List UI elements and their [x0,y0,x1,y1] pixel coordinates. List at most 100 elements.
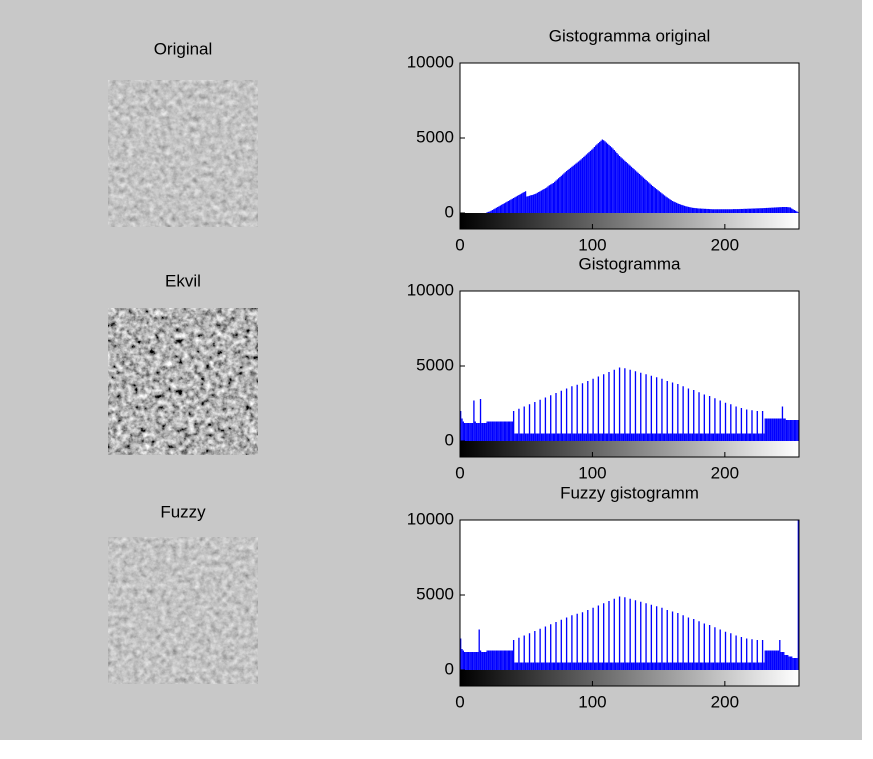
bar [592,608,593,670]
bar [771,651,772,671]
bar [739,434,740,442]
bar [780,207,781,213]
bar [667,610,668,670]
bar [688,389,689,442]
bar [612,149,613,214]
bar [784,655,785,670]
bar [750,209,751,213]
bar [592,149,593,214]
bar [595,146,596,214]
bar [577,163,578,213]
x-tick-label: 0 [455,692,464,711]
bar [716,663,717,671]
bar [566,618,567,671]
bar [622,663,623,671]
bar [749,209,750,213]
bar [604,663,605,671]
bar [655,663,656,671]
bar [553,434,554,442]
bar [633,663,634,671]
bar [792,420,793,441]
bar [761,663,762,671]
bar [678,663,679,671]
bar [591,150,592,213]
bar [750,663,751,671]
bar [647,181,648,213]
bar [759,663,760,671]
bar [660,192,661,213]
bar [635,371,636,441]
bar [537,193,538,213]
bar [668,663,669,671]
bar [563,434,564,442]
bar [591,434,592,442]
bar [751,639,752,670]
bar [733,663,734,671]
bar [739,663,740,671]
bar [522,434,523,442]
bar [596,144,597,213]
bar [689,663,690,671]
bar [485,423,486,441]
bar [739,209,740,213]
colorbar [460,670,799,686]
bar [759,208,760,213]
bar [775,207,776,213]
bar [765,419,766,442]
image-title: Original [154,39,213,58]
bar [649,663,650,671]
bar [716,434,717,442]
bar [567,663,568,671]
bar [506,422,507,442]
image [108,537,258,684]
bar [637,434,638,442]
bar [602,140,603,214]
bar [616,434,617,442]
y-tick-label: 0 [445,430,454,449]
bar [786,420,787,441]
bar [598,606,599,671]
bar [586,663,587,671]
bar [496,208,497,213]
bar [525,191,526,213]
bar [530,434,531,442]
bar [681,434,682,442]
bar [484,423,485,441]
bar [682,386,683,441]
bar [578,162,579,213]
bar [633,169,634,213]
bar [545,398,546,442]
bar [510,200,511,214]
bar [709,396,710,441]
bar [769,651,770,671]
bar [498,206,499,213]
bar [565,172,566,213]
bar [461,419,462,442]
bar [742,663,743,671]
x-tick-label: 100 [578,463,606,482]
bar [631,434,632,442]
bar [794,420,795,441]
bar [522,193,523,213]
bar [652,186,653,213]
bar [712,434,713,442]
bar [594,147,595,213]
bar [542,190,543,213]
figure: Original Ekvil Fuzzy 05000100000100200Gi… [0,0,873,754]
bar [706,434,707,442]
bar [663,663,664,671]
bar [492,651,493,671]
bar [713,663,714,671]
bar [518,638,519,670]
bar [494,422,495,442]
bar [538,192,539,213]
bar [685,663,686,671]
bar [712,209,713,213]
bar [791,657,792,671]
bar [553,663,554,671]
bar [539,191,540,213]
bar [532,195,533,213]
bar [783,652,784,670]
bar [664,663,665,671]
bar [746,639,747,671]
